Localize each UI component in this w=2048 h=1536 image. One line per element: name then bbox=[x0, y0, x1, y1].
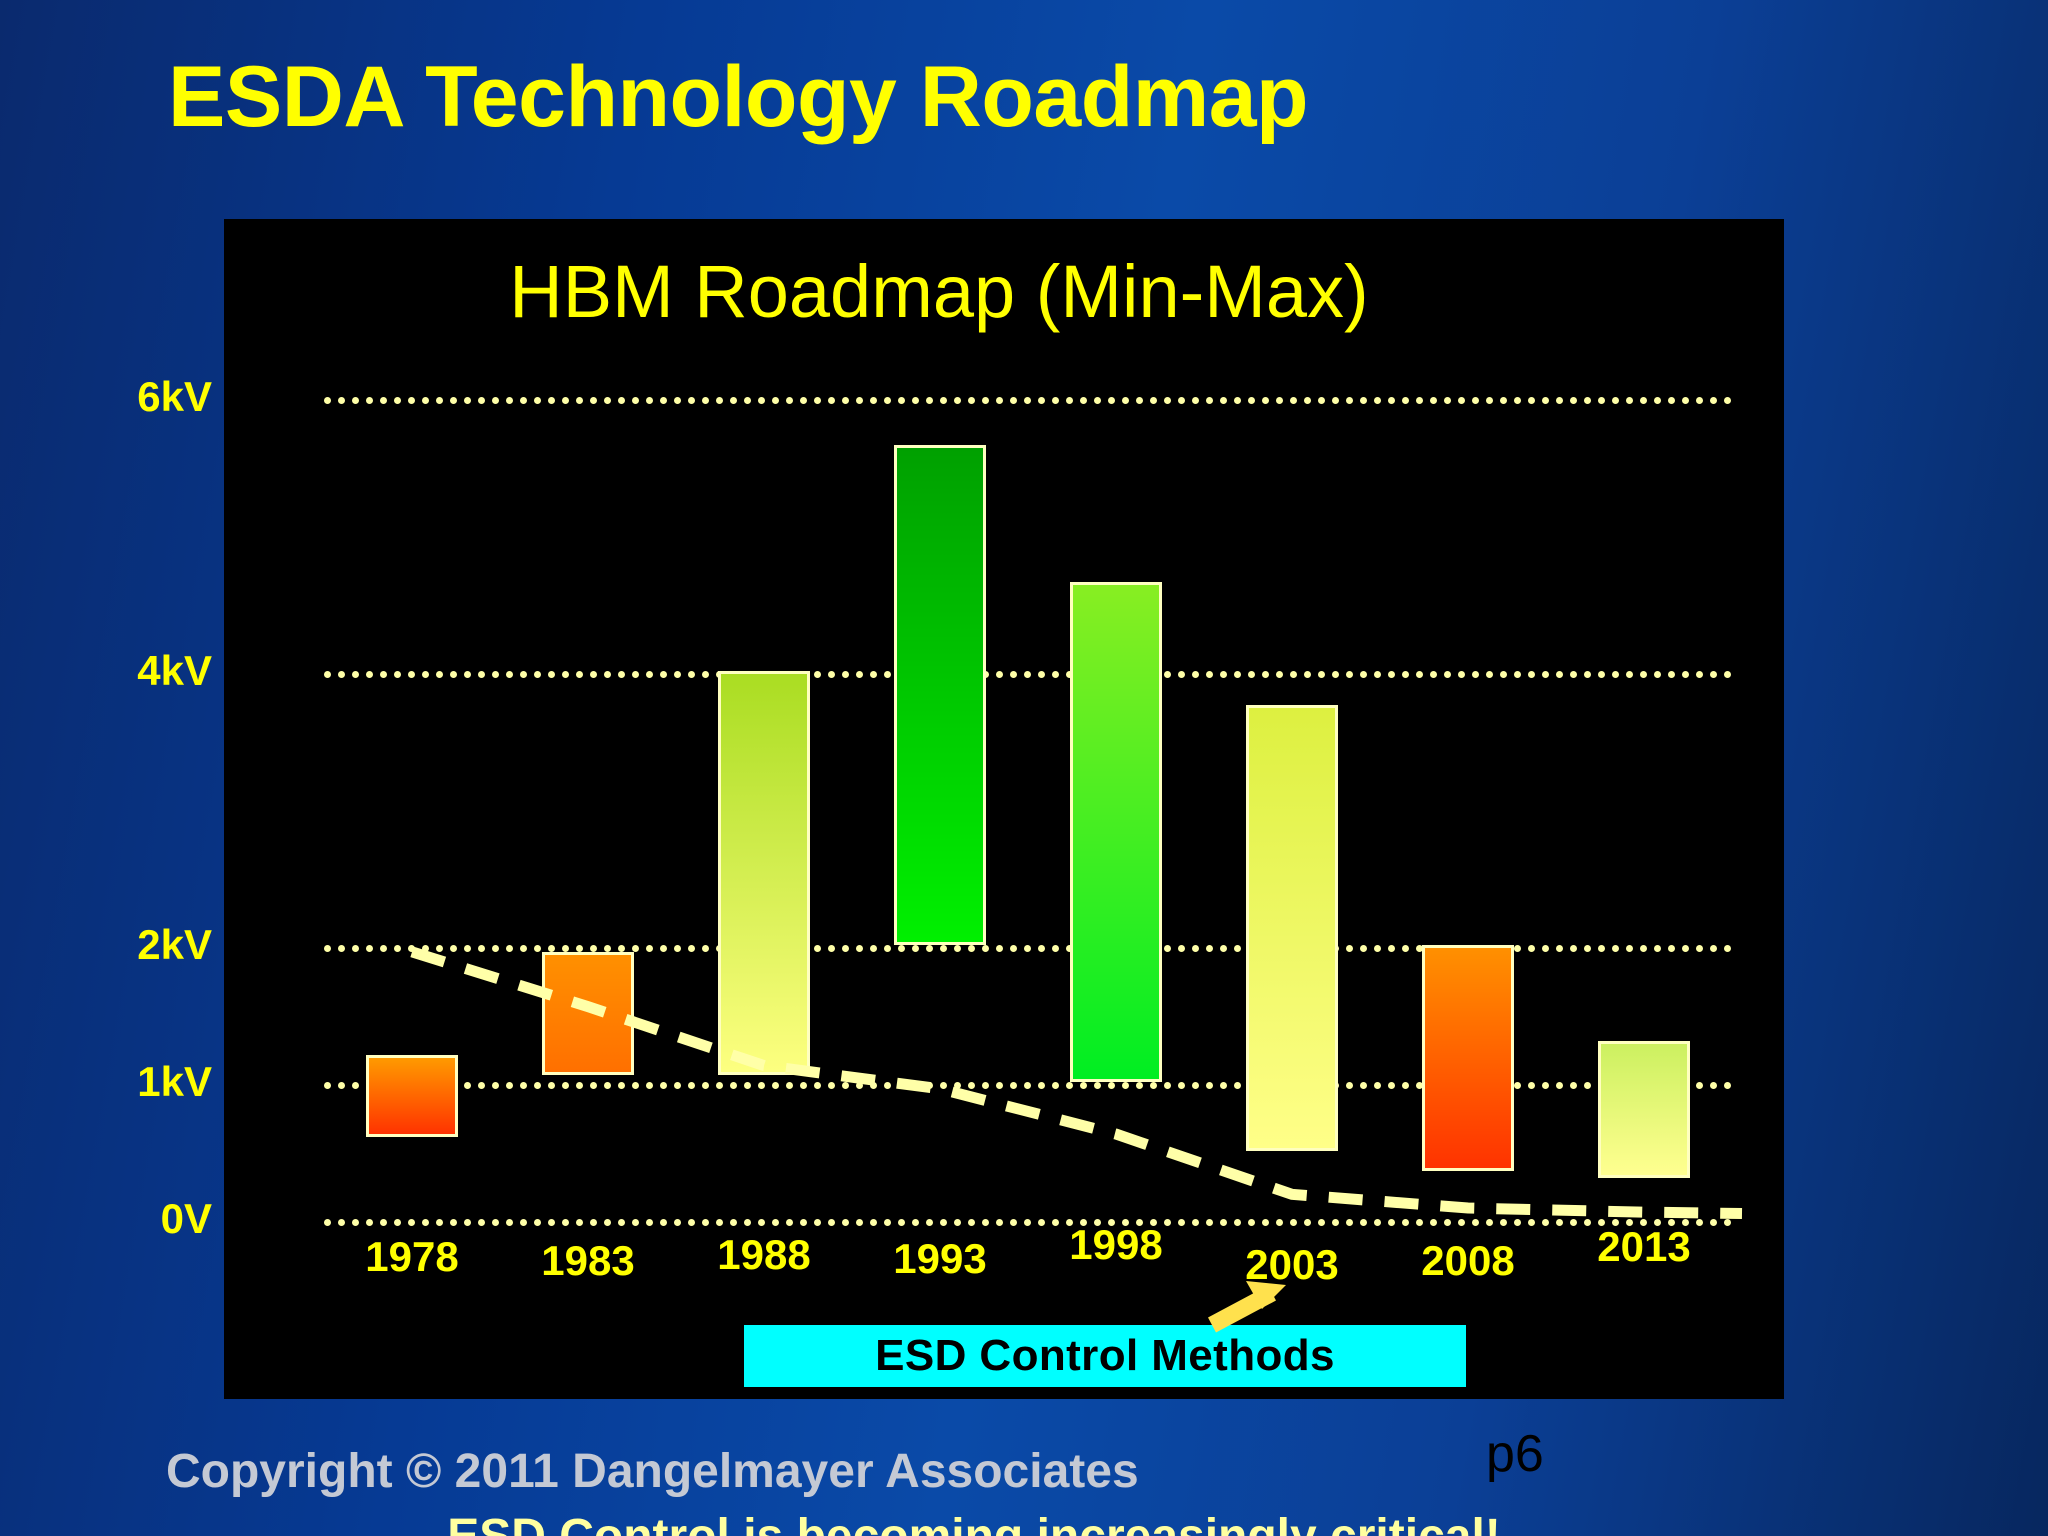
gridline-4kv bbox=[324, 670, 1732, 678]
x-tick-2008: 2008 bbox=[1421, 1237, 1515, 1284]
chart-caption: ESD Control is becoming increasingly cri… bbox=[224, 1509, 1724, 1536]
chart-title: HBM Roadmap (Min-Max) bbox=[509, 250, 1369, 333]
x-tick-2003: 2003 bbox=[1245, 1241, 1339, 1288]
y-tick-0v: 0V bbox=[160, 1195, 212, 1242]
gridline-1kv bbox=[324, 1081, 1732, 1089]
x-axis-labels: 1978 1983 1988 1993 1998 2003 2008 2013 bbox=[324, 1219, 1732, 1289]
x-tick-2013: 2013 bbox=[1597, 1223, 1691, 1270]
esd-control-methods-label: ESD Control Methods bbox=[875, 1331, 1335, 1380]
page-title: ESDA Technology Roadmap bbox=[168, 49, 1309, 145]
esd-control-methods-banner: ESD Control Methods bbox=[744, 1325, 1466, 1387]
bar-1993 bbox=[894, 444, 986, 945]
gridline-0v bbox=[324, 1219, 1732, 1226]
gridline-6kv bbox=[324, 397, 1732, 404]
chart-panel: HBM Roadmap (Min-Max) 6kV 4kV 2kV 1kV 0V… bbox=[137, 219, 1784, 1536]
x-tick-1988: 1988 bbox=[717, 1231, 811, 1278]
x-tick-1983: 1983 bbox=[541, 1237, 635, 1284]
bar-1978 bbox=[366, 1054, 458, 1137]
page-number: p6 bbox=[1486, 1425, 1544, 1483]
y-axis-labels: 6kV 4kV 2kV 1kV 0V bbox=[120, 373, 216, 1242]
x-tick-1978: 1978 bbox=[365, 1233, 459, 1280]
bar-2003 bbox=[1246, 705, 1338, 1151]
y-tick-4kv: 4kV bbox=[137, 646, 212, 694]
y-tick-1kv: 1kV bbox=[137, 1057, 212, 1105]
y-tick-2kv: 2kV bbox=[137, 921, 212, 969]
copyright-notice: Copyright © 2011 Dangelmayer Associates bbox=[166, 1445, 1139, 1498]
y-tick-6kv: 6kV bbox=[137, 373, 212, 420]
x-tick-1998: 1998 bbox=[1069, 1221, 1163, 1268]
bar-1998 bbox=[1070, 581, 1162, 1082]
bar-2013 bbox=[1598, 1040, 1690, 1178]
bar-1983 bbox=[542, 951, 634, 1076]
bar-2008 bbox=[1422, 945, 1514, 1172]
plot-area bbox=[324, 397, 1732, 1226]
bar-1988 bbox=[718, 671, 810, 1076]
x-tick-1993: 1993 bbox=[893, 1235, 987, 1282]
gridline-2kv bbox=[324, 945, 1732, 953]
